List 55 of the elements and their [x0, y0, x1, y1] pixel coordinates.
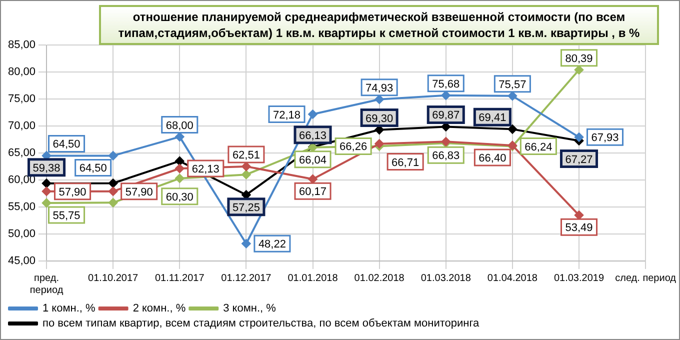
data-label: 62,13 [192, 164, 220, 176]
x-tick-label: 01.02.2018 [354, 272, 405, 284]
data-label: 69,30 [366, 112, 394, 125]
data-label: 66,71 [392, 156, 420, 169]
x-tick-label: 01.10.2017 [88, 272, 139, 284]
chart-title: отношение планируемой среднеарифметической взвешенной стоимости (по всем типам,стадиям,объектам) 1 кв.м. квартиры к сметной стоимости 1 кв.м. квартиры , в % [99, 5, 659, 45]
data-label: 66,04 [299, 154, 327, 166]
data-label: 66,26 [340, 141, 368, 154]
data-label: 64,50 [79, 162, 107, 175]
data-label: 66,83 [432, 150, 460, 162]
data-label: 53,49 [565, 222, 593, 234]
data-label: 48,22 [258, 238, 286, 251]
data-label: 62,51 [232, 149, 260, 162]
x-tick-label: 01.03.2018 [420, 272, 472, 284]
data-label: 80,39 [565, 52, 593, 65]
data-label: 59,38 [32, 162, 60, 174]
data-label: 55,75 [52, 210, 80, 222]
data-label: 57,25 [232, 202, 260, 214]
data-label: 72,18 [273, 109, 301, 122]
y-tick-label: 85,00 [8, 39, 36, 52]
data-label: 60,30 [166, 191, 194, 204]
legend-label: 2 комн., % [132, 302, 186, 315]
data-label: 66,13 [299, 130, 327, 142]
data-label: 74,93 [366, 82, 394, 94]
y-tick-label: 50,00 [8, 228, 36, 240]
data-label: 75,68 [432, 78, 460, 90]
x-tick-label: 01.03.2019 [554, 272, 604, 284]
legend-label: 1 комн., % [42, 302, 96, 315]
x-tick-label: след. период [615, 272, 676, 284]
x-tick-label: пред. период [30, 272, 64, 296]
y-tick-label: 45,00 [8, 255, 36, 268]
data-label: 60,17 [299, 186, 327, 198]
x-tick-label: 01.11.2017 [154, 272, 205, 284]
y-tick-label: 65,00 [8, 147, 36, 160]
legend-label: по всем типам квартир, всем стадиям строительства, по всем объектам мониторинга [42, 318, 480, 330]
legend-label: 3 комн., % [223, 302, 276, 315]
data-label: 69,41 [478, 112, 506, 124]
data-label: 68,00 [166, 120, 194, 132]
y-tick-label: 55,00 [8, 201, 36, 214]
data-label: 67,93 [591, 132, 619, 144]
y-tick-label: 75,00 [8, 93, 36, 106]
data-label: 66,24 [524, 141, 552, 154]
y-tick-label: 70,00 [8, 120, 36, 132]
data-label: 57,90 [125, 186, 153, 198]
x-tick-label: 01.01.2018 [288, 272, 338, 284]
y-tick-label: 80,00 [8, 66, 36, 78]
data-label: 66,40 [478, 152, 506, 164]
data-label: 64,50 [52, 138, 80, 151]
x-tick-label: 01.04.2018 [487, 272, 538, 284]
data-label: 69,87 [432, 110, 460, 122]
data-label: 67,27 [565, 154, 593, 166]
data-label: 75,57 [498, 78, 526, 91]
y-tick-label: 60,00 [8, 174, 36, 186]
data-label: 57,90 [58, 186, 86, 198]
x-tick-label: 01.12.2017 [221, 272, 272, 284]
